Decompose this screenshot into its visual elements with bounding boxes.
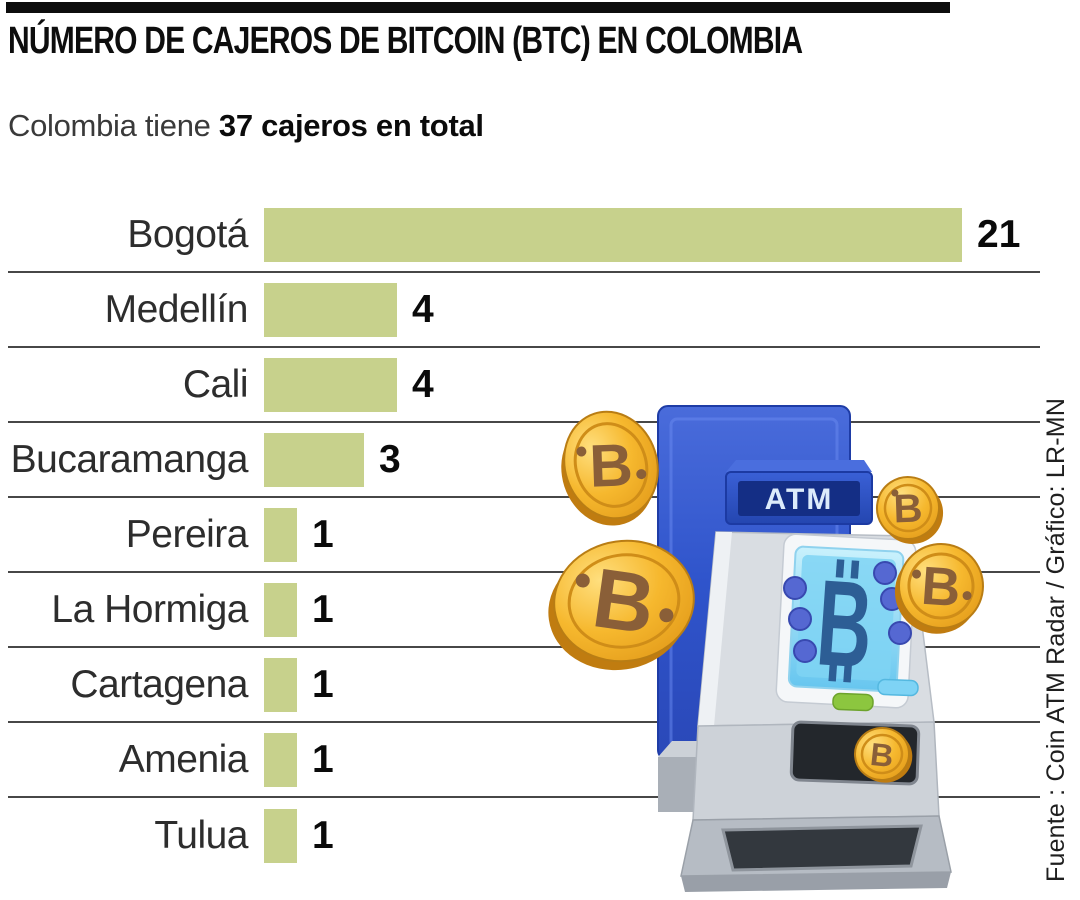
chart-row: Bogotá 21 bbox=[8, 198, 1040, 273]
atm-green-button bbox=[832, 692, 874, 712]
bar-value: 1 bbox=[312, 814, 334, 857]
bitcoin-coin-icon: B bbox=[561, 410, 659, 526]
atm-illustration: B B ATM bbox=[540, 388, 1048, 893]
svg-text:B: B bbox=[919, 556, 962, 619]
chart-row: Cali 4 bbox=[8, 348, 1040, 423]
atm-sign-label: ATM bbox=[765, 483, 834, 516]
bar-value: 3 bbox=[379, 438, 401, 481]
bar-value: 1 bbox=[312, 513, 334, 556]
chart-row: Amenia 1 bbox=[8, 723, 1040, 798]
chart-row: Cartagena 1 bbox=[8, 648, 1040, 723]
top-rule bbox=[6, 2, 950, 13]
subtitle: Colombia tiene 37 cajeros en total bbox=[8, 108, 484, 144]
bar-value: 1 bbox=[312, 738, 334, 781]
row-label: Tulua bbox=[154, 814, 248, 857]
chart-row: Tulua 1 bbox=[8, 798, 1040, 873]
svg-text:B: B bbox=[587, 550, 660, 652]
bar bbox=[264, 732, 297, 787]
atm-screen bbox=[775, 533, 917, 709]
bar-value: 1 bbox=[312, 663, 334, 706]
bar bbox=[264, 207, 962, 262]
bitcoin-coin-icon: B bbox=[548, 539, 695, 671]
atm-cyan-button bbox=[877, 678, 919, 697]
bar bbox=[264, 282, 397, 337]
chart-row: Bucaramanga 3 bbox=[8, 423, 1040, 498]
atm-side-buttons bbox=[783, 561, 912, 663]
svg-text:B: B bbox=[893, 487, 923, 532]
row-label: Amenia bbox=[118, 738, 249, 781]
row-label: Bucaramanga bbox=[10, 438, 249, 481]
bar bbox=[264, 357, 397, 412]
bar-value: 21 bbox=[977, 213, 1021, 256]
bar bbox=[264, 582, 297, 637]
subtitle-prefix: Colombia tiene bbox=[8, 108, 219, 143]
svg-text:B: B bbox=[813, 554, 877, 694]
bitcoin-coin-icon: B bbox=[854, 726, 913, 783]
bar bbox=[264, 507, 297, 562]
bar bbox=[264, 808, 297, 863]
atm-machine: ATM B bbox=[680, 460, 952, 892]
page-title: NÚMERO DE CAJEROS DE BITCOIN (BTC) EN CO… bbox=[8, 20, 803, 62]
row-label: La Hormiga bbox=[51, 588, 248, 631]
bar-value: 4 bbox=[412, 288, 434, 331]
source-credit: Fuente : Coin ATM Radar / Gráfico: LR-MN bbox=[1042, 397, 1070, 882]
subtitle-total: 37 cajeros en total bbox=[218, 108, 484, 143]
chart-row: Medellín 4 bbox=[8, 273, 1040, 348]
atm-sign: ATM bbox=[725, 460, 873, 525]
bitcoin-coin-icon: B bbox=[894, 543, 984, 634]
bar bbox=[264, 657, 297, 712]
chart-row: La Hormiga 1 bbox=[8, 573, 1040, 648]
row-label: Pereira bbox=[125, 513, 249, 556]
chart-row: Pereira 1 bbox=[8, 498, 1040, 573]
bar bbox=[264, 432, 364, 487]
svg-text:B: B bbox=[588, 431, 634, 499]
row-label: Cali bbox=[182, 363, 249, 406]
row-label: Bogotá bbox=[127, 213, 248, 256]
row-label: Cartagena bbox=[70, 663, 248, 706]
bar-chart: Bogotá 21 Medellín 4 Cali 4 Bucaramanga … bbox=[8, 198, 1040, 873]
bitcoin-coin-icon: B bbox=[876, 476, 944, 544]
svg-text:B: B bbox=[869, 736, 896, 774]
bar-value: 4 bbox=[412, 363, 434, 406]
row-label: Medellín bbox=[104, 288, 249, 331]
bitcoin-symbol-icon: B bbox=[813, 554, 877, 694]
bar-value: 1 bbox=[312, 588, 334, 631]
